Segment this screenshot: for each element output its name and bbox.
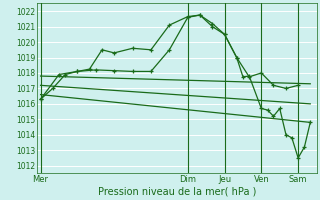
X-axis label: Pression niveau de la mer( hPa ): Pression niveau de la mer( hPa ) (98, 187, 256, 197)
